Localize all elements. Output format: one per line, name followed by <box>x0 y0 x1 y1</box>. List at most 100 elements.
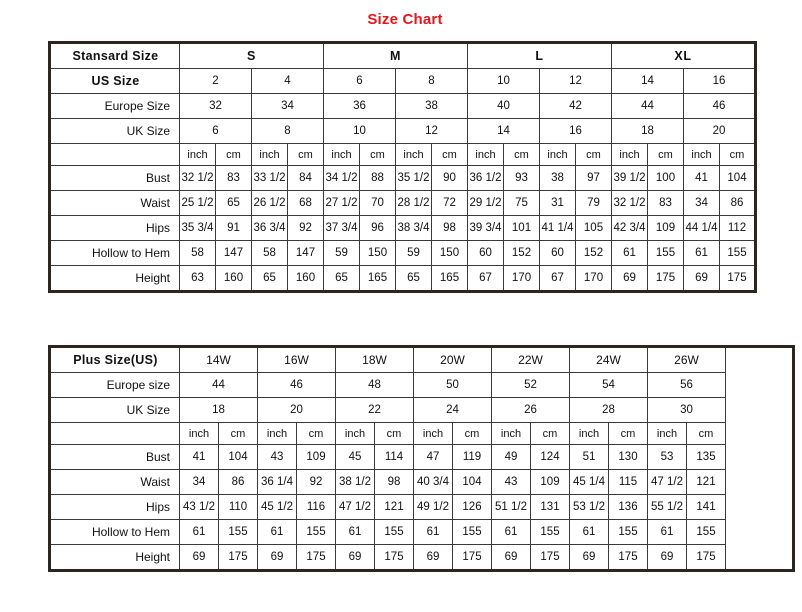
measurement-cell: 84 <box>287 165 324 191</box>
unit-header-cm: cm <box>296 422 336 445</box>
row-label-bust: Bust <box>49 444 180 470</box>
table-cell: 14 <box>467 118 540 144</box>
measurement-cell: 114 <box>374 444 414 470</box>
measurement-cell: 88 <box>359 165 396 191</box>
measurement-cell: 98 <box>431 215 468 241</box>
measurement-cell: 93 <box>503 165 540 191</box>
unit-row-blank-label <box>49 143 180 166</box>
measurement-cell: 155 <box>452 519 492 545</box>
row-label-uk-size: UK Size <box>49 397 180 423</box>
measurement-cell: 47 1/2 <box>647 469 687 495</box>
unit-header-inch: inch <box>395 143 432 166</box>
unit-header-inch: inch <box>179 143 216 166</box>
measurement-cell: 112 <box>719 215 756 241</box>
measurement-cell: 92 <box>296 469 336 495</box>
measurement-cell: 69 <box>413 544 453 571</box>
empty-filler-cell <box>725 346 794 373</box>
measurement-cell: 65 <box>323 265 360 292</box>
measurement-row: Bust 41 104 43 109 45 114 47 119 49 124 51 130 53 135 <box>49 444 794 470</box>
table-cell: 50 <box>413 372 492 398</box>
measurement-cell: 55 1/2 <box>647 494 687 520</box>
table-row: UK Size 18 20 22 24 26 28 30 <box>49 397 794 423</box>
measurement-cell: 165 <box>359 265 396 292</box>
measurement-cell: 61 <box>413 519 453 545</box>
measurement-cell: 32 1/2 <box>179 165 216 191</box>
measurement-cell: 38 3/4 <box>395 215 432 241</box>
table-cell: 2 <box>179 68 252 94</box>
measurement-cell: 147 <box>215 240 252 266</box>
measurement-cell: 98 <box>374 469 414 495</box>
measurement-row: Waist 34 86 36 1/4 92 38 1/2 98 40 3/4 104 43 109 4… <box>49 469 794 495</box>
measurement-cell: 36 3/4 <box>251 215 288 241</box>
row-label-us-size: US Size <box>49 68 180 94</box>
measurement-cell: 27 1/2 <box>323 190 360 216</box>
unit-header-cm: cm <box>530 422 570 445</box>
unit-row-blank-label <box>49 422 180 445</box>
measurement-cell: 141 <box>686 494 726 520</box>
table-cell: 20 <box>683 118 756 144</box>
measurement-cell: 155 <box>719 240 756 266</box>
row-label-waist: Waist <box>49 190 180 216</box>
plus-size-header-20w: 20W <box>413 346 492 373</box>
table-cell: 22 <box>335 397 414 423</box>
plus-size-header-14w: 14W <box>179 346 258 373</box>
measurement-cell: 155 <box>608 519 648 545</box>
unit-header-cm: cm <box>608 422 648 445</box>
plus-size-header-22w: 22W <box>491 346 570 373</box>
unit-header-cm: cm <box>575 143 612 166</box>
plus-size-header-16w: 16W <box>257 346 336 373</box>
measurement-cell: 175 <box>452 544 492 571</box>
measurement-cell: 33 1/2 <box>251 165 288 191</box>
size-group-header-l: L <box>467 42 612 69</box>
row-label-europe-size: Europe size <box>49 372 180 398</box>
measurement-cell: 131 <box>530 494 570 520</box>
unit-header-cm: cm <box>374 422 414 445</box>
unit-header-cm: cm <box>287 143 324 166</box>
table-cell: 52 <box>491 372 570 398</box>
table-row: UK Size 6 8 10 12 14 16 18 20 <box>49 118 756 144</box>
measurement-cell: 47 <box>413 444 453 470</box>
empty-filler-cell <box>725 469 794 495</box>
measurement-cell: 175 <box>719 265 756 292</box>
row-label-height: Height <box>49 544 180 571</box>
plus-size-header-18w: 18W <box>335 346 414 373</box>
measurement-cell: 69 <box>335 544 375 571</box>
measurement-row: Height 63 160 65 160 65 165 65 165 67 170 67 170 69 17… <box>49 265 756 292</box>
unit-header-row: inch cm inch cm inch cm inch cm inch cm inch cm inch… <box>49 422 794 445</box>
table-cell: 42 <box>539 93 612 119</box>
measurement-cell: 69 <box>647 544 687 571</box>
measurement-cell: 67 <box>467 265 504 292</box>
measurement-cell: 43 <box>491 469 531 495</box>
measurement-cell: 39 3/4 <box>467 215 504 241</box>
table-corner-label: Plus Size(US) <box>49 346 180 373</box>
unit-header-inch: inch <box>467 143 504 166</box>
table-cell: 46 <box>683 93 756 119</box>
measurement-cell: 104 <box>452 469 492 495</box>
measurement-cell: 86 <box>719 190 756 216</box>
unit-header-cm: cm <box>359 143 396 166</box>
measurement-cell: 38 <box>539 165 576 191</box>
row-label-height: Height <box>49 265 180 292</box>
measurement-cell: 63 <box>179 265 216 292</box>
table-row: Europe Size 32 34 36 38 40 42 44 46 <box>49 93 756 119</box>
standard-size-table: Stansard Size S M L XL US Size 2 4 6 8 10 12 14 16 Eur… <box>48 41 757 293</box>
empty-filler-cell <box>725 494 794 520</box>
measurement-cell: 90 <box>431 165 468 191</box>
table-cell: 16 <box>683 68 756 94</box>
measurement-cell: 61 <box>647 519 687 545</box>
measurement-cell: 69 <box>257 544 297 571</box>
measurement-cell: 83 <box>647 190 684 216</box>
table-cell: 20 <box>257 397 336 423</box>
measurement-cell: 130 <box>608 444 648 470</box>
unit-header-inch: inch <box>611 143 648 166</box>
measurement-cell: 36 1/2 <box>467 165 504 191</box>
table-cell: 12 <box>539 68 612 94</box>
measurement-cell: 29 1/2 <box>467 190 504 216</box>
measurement-cell: 152 <box>503 240 540 266</box>
table-cell: 16 <box>539 118 612 144</box>
plus-size-header-24w: 24W <box>569 346 648 373</box>
unit-header-inch: inch <box>539 143 576 166</box>
measurement-cell: 61 <box>569 519 609 545</box>
table-cell: 36 <box>323 93 396 119</box>
measurement-cell: 155 <box>647 240 684 266</box>
